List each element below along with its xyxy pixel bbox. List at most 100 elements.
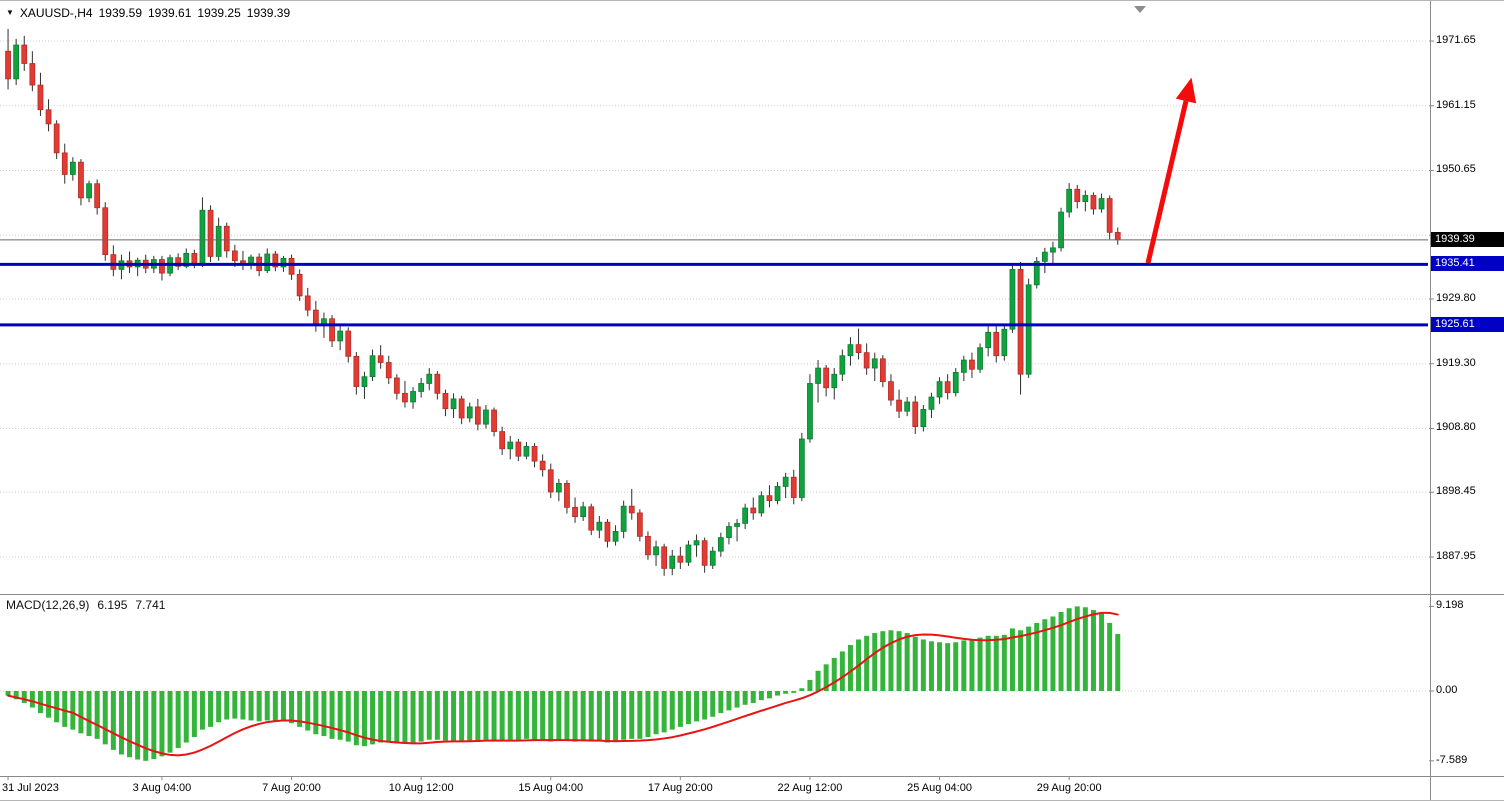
macd-histogram-bar (596, 691, 602, 741)
candle-body (815, 367, 821, 384)
macd-histogram-bar (864, 635, 870, 691)
macd-histogram-bar (742, 691, 748, 705)
candle-body (215, 225, 222, 257)
pane-separator[interactable] (0, 594, 1504, 595)
macd-signal-value: 7.741 (135, 598, 166, 612)
price-axis[interactable]: 1971.65 1961.15 1950.65 1929.80 1919.30 1908.… (1430, 1, 1504, 800)
candle-body (418, 383, 425, 392)
macd-histogram-bar (37, 691, 43, 714)
macd-histogram-bar (410, 691, 416, 743)
candle-body (798, 438, 805, 498)
candle-body (701, 540, 708, 566)
candle-body (539, 460, 546, 471)
macd-histogram-bar (928, 641, 934, 691)
candle-body (977, 347, 983, 370)
macd-histogram-bar (110, 691, 116, 750)
time-axis-label: 31 Jul 2023 (2, 782, 59, 794)
macd-histogram-bar (937, 642, 943, 691)
macd-histogram-bar (62, 691, 68, 727)
candle-body (661, 546, 668, 569)
candle-body (863, 352, 870, 369)
candle-body (1106, 198, 1113, 233)
macd-histogram-bar (248, 691, 254, 721)
macd-histogram-bar (985, 635, 991, 691)
macd-histogram-bar (613, 691, 619, 742)
candle-body (53, 123, 60, 154)
macd-histogram-bar (232, 691, 238, 719)
candle-body (1050, 247, 1056, 253)
price-axis-label: 1971.65 (1436, 34, 1476, 46)
candle-body (588, 506, 595, 531)
macd-histogram-bar (685, 691, 691, 725)
candle-body (393, 377, 400, 394)
macd-histogram-bar (604, 691, 610, 743)
candle-body (5, 50, 11, 80)
candle-body (207, 209, 214, 257)
candle-body (361, 376, 368, 387)
macd-histogram-bar (224, 691, 230, 720)
macd-histogram-bar (953, 642, 959, 691)
time-axis[interactable]: 31 Jul 2023 3 Aug 04:00 7 Aug 20:00 10 Aug … (0, 776, 1504, 800)
candle-body (993, 331, 1000, 357)
candle-body (288, 257, 295, 275)
macd-histogram-bar (402, 691, 408, 744)
macd-histogram-bar (94, 691, 100, 739)
macd-histogram-bar (1074, 606, 1080, 691)
candle-body (21, 44, 28, 64)
macd-histogram-bar (726, 691, 732, 711)
macd-histogram-bar (1034, 622, 1040, 691)
ohlc-close: 1939.39 (246, 6, 291, 20)
macd-histogram-bar (564, 691, 570, 741)
price-axis-label: 1919.30 (1436, 356, 1476, 369)
candle-body (1009, 269, 1016, 330)
candle-body (312, 309, 319, 326)
macd-histogram-bar (297, 691, 303, 727)
candle-body (645, 535, 651, 556)
macd-histogram-bar (1009, 628, 1015, 691)
candle-body (985, 331, 992, 349)
time-axis-label: 29 Aug 20:00 (1036, 782, 1102, 794)
current-price-badge: 1939.39 (1431, 231, 1504, 247)
macd-histogram-bar (645, 691, 651, 737)
quick-trade-dropdown-icon[interactable]: ▼ (6, 8, 14, 17)
candle-body (337, 330, 344, 342)
macd-histogram-bar (54, 691, 60, 723)
candle-body (636, 512, 643, 537)
macd-histogram-bar (880, 631, 886, 691)
candle-body (402, 392, 408, 403)
macd-histogram-bar (386, 691, 392, 742)
chart-shift-marker[interactable] (1134, 6, 1146, 13)
candle-body (596, 521, 603, 531)
candle-body (231, 250, 238, 262)
candle-body (199, 209, 206, 264)
trend-arrow-head[interactable] (1175, 77, 1197, 104)
macd-histogram-bar (78, 691, 84, 734)
candle-body (474, 406, 481, 425)
candle-body (653, 546, 659, 556)
macd-histogram-bar (532, 691, 538, 740)
macd-histogram-bar (434, 691, 440, 740)
candle-body (823, 367, 830, 389)
ohlc-low: 1939.25 (197, 6, 241, 20)
macd-histogram-bar (256, 691, 262, 722)
candle-body (175, 257, 182, 267)
candle-body (483, 409, 489, 425)
candle-body (604, 521, 611, 542)
macd-histogram-bar (183, 691, 189, 743)
macd-histogram-bar (86, 691, 92, 737)
candle-body (434, 373, 441, 394)
macd-histogram-bar (1082, 607, 1088, 691)
candle-body (612, 531, 619, 542)
macd-histogram-bar (13, 691, 19, 700)
trend-arrow-shaft[interactable] (1145, 100, 1189, 264)
candle-body (831, 373, 838, 389)
macd-histogram-bar (515, 691, 521, 741)
macd-histogram-bar (847, 645, 853, 691)
candle-body (693, 540, 700, 546)
macd-histogram-bar (467, 691, 473, 741)
candle-body (920, 408, 927, 427)
candle-body (94, 183, 101, 209)
macd-histogram-bar (694, 691, 700, 722)
macd-histogram-bar (1058, 611, 1064, 691)
price-axis-label: 1950.65 (1436, 163, 1476, 176)
